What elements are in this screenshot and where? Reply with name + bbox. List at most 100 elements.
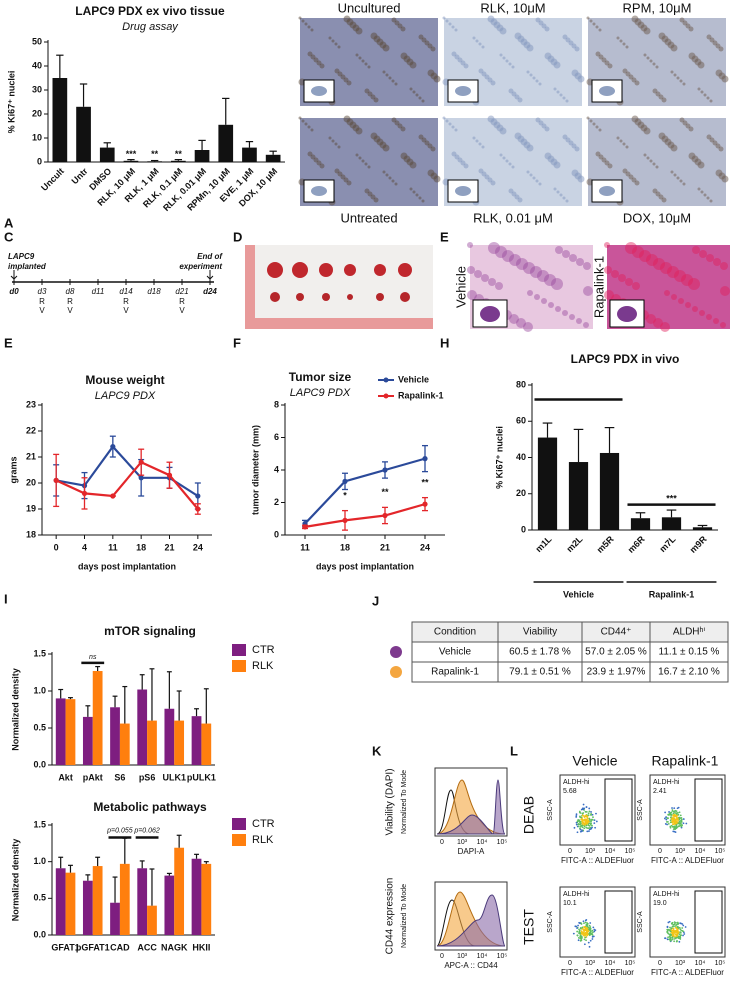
micrograph [442,115,585,206]
cell-dot [678,825,680,828]
cell-dot [591,813,594,816]
texture [495,282,503,290]
texture [467,242,473,248]
cell-dot [587,827,590,830]
cell-dot [581,808,584,811]
cell-dot [591,935,594,938]
y-tick-label: 1.5 [33,648,46,658]
texture [523,322,533,332]
cell-dot [579,824,582,826]
texture [358,156,362,160]
cell-dot [666,938,669,941]
y-axis-label: tumor diameter (mm) [250,425,260,515]
table-cell: Rapalink-1 [431,667,479,678]
cell-dot [577,823,580,825]
cell-dot [682,818,685,820]
x-tick-label: HKII [192,942,210,952]
error-bar [666,509,677,518]
tumor [322,293,330,301]
error-bar [203,861,209,864]
flow-tick: 0 [568,848,572,855]
texture [463,163,469,169]
gate-label: ALDH-hi [563,891,590,898]
cell-dot [588,928,590,931]
cell-dot [588,828,591,831]
cell-dot [574,925,577,928]
cell-dot [673,925,675,928]
point [195,493,201,499]
gate [694,890,723,954]
texture [445,119,449,123]
cell-dot [678,817,681,820]
legend-label: CTR [252,644,275,656]
tumor [270,292,280,302]
x-tick-label: 24 [193,542,203,552]
cell-dot [579,927,582,930]
texture [643,127,651,135]
table-header: ALDHʰⁱ [673,627,706,638]
texture [505,59,509,63]
cell-dot [576,934,579,937]
texture [583,286,593,296]
inset-tissue [599,186,615,196]
texture [358,56,362,60]
texture [697,161,705,169]
chart-title: Metabolic pathways [93,800,207,814]
histogram-tick: 0 [440,953,444,960]
cell-dot [671,931,674,934]
point [302,524,308,530]
cell-dot [590,813,592,816]
cell-dot [669,929,672,931]
group-label: Vehicle [563,589,594,599]
bar [568,462,589,530]
cell-dot [682,930,685,933]
cell-dot [667,921,670,924]
cell-dot [585,811,588,813]
texture [649,159,653,163]
texture [526,70,530,74]
texture [499,127,507,135]
annotation: ** [151,149,159,159]
panel-letter: E [4,335,13,350]
cell-dot [591,824,593,827]
bar [201,723,212,765]
cell-dot [676,939,678,942]
histogram [436,779,506,835]
table-header: Viability [523,627,557,638]
cell-dot [581,829,583,832]
cell-dot [595,812,597,815]
cell-dot [585,923,588,926]
point [342,517,348,523]
histogram-title: CD44 expression [385,878,396,955]
chart-title: mTOR signaling [104,624,196,638]
legend-label: Rapalink-1 [398,390,444,400]
texture [706,314,712,320]
cell-dot [577,939,580,942]
plot-frame [559,774,636,846]
texture [643,153,647,157]
y-tick-label: 0 [274,529,279,539]
cell-dot [680,934,683,937]
cell-dot [677,923,679,926]
table-cell: 79.1 ± 0.51 % [509,667,571,678]
inset-tissue [311,186,327,196]
texture [467,290,477,300]
texture [433,75,441,83]
texture [394,82,398,86]
texture [592,22,596,26]
texture [646,314,656,324]
texture [475,39,479,43]
texture [415,93,419,97]
texture [409,187,413,191]
texture [298,116,302,120]
plot-frame [559,886,636,958]
texture [556,190,560,194]
chart-title: LAPC9 PDX ex vivo tissue [75,4,225,18]
annotation: * [343,490,347,500]
texture [589,19,593,23]
bar [174,847,185,935]
texture [451,25,455,29]
texture [555,246,563,254]
cell-dot [673,830,676,833]
cell-dot [587,929,590,932]
